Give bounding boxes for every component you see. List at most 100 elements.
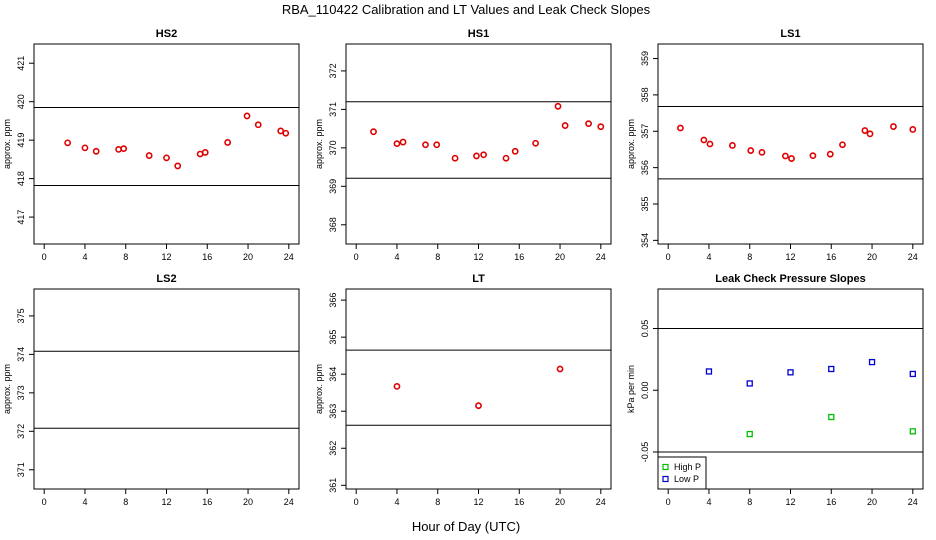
- panel-title: Leak Check Pressure Slopes: [715, 273, 865, 285]
- y-axis-label: kPa per min: [626, 365, 636, 413]
- x-tick-label: 4: [706, 497, 711, 507]
- x-tick-label: 0: [666, 497, 671, 507]
- x-tick-label: 12: [473, 497, 483, 507]
- panel-lt: LT approx. ppm 0 4 8 12 16 20 24 361 362 363 364 365 3…: [314, 273, 612, 507]
- x-tick-label: 8: [435, 252, 440, 262]
- panel-title: LS1: [780, 28, 800, 40]
- data-point: [393, 383, 401, 390]
- x-tick-label: 20: [555, 252, 565, 262]
- y-tick-label: 375: [16, 308, 26, 323]
- x-tick-label: 16: [826, 252, 836, 262]
- data-point: [890, 123, 897, 130]
- y-tick-label: 358: [640, 87, 650, 102]
- data-point: [511, 147, 519, 155]
- data-point: [554, 102, 562, 110]
- y-tick-label: 421: [16, 56, 26, 71]
- data-point: [502, 154, 510, 162]
- x-tick-label: 0: [42, 497, 47, 507]
- data-point: [201, 149, 209, 156]
- y-tick-label: 361: [328, 478, 338, 493]
- x-tick-label: 20: [243, 252, 253, 262]
- panel-leak-check-pressure-slopes: Leak Check Pressure Slopes kPa per min 0 4 8…: [626, 273, 924, 507]
- x-tick-label: 20: [867, 497, 877, 507]
- x-tick-label: 8: [435, 497, 440, 507]
- data-point: [909, 370, 916, 378]
- data-point: [81, 144, 89, 152]
- panel-title: LS2: [156, 273, 176, 285]
- series-high-p: [746, 413, 916, 438]
- series-series-1: [677, 123, 917, 162]
- x-tick-label: 8: [123, 252, 128, 262]
- data-point: [399, 138, 407, 146]
- data-point: [282, 129, 290, 137]
- y-tick-label: 0.05: [640, 320, 650, 338]
- x-tick-label: 24: [596, 497, 606, 507]
- series-series-1: [64, 112, 290, 170]
- series-low-p: [705, 358, 916, 387]
- plot-frame: [657, 43, 924, 245]
- data-point: [370, 128, 377, 136]
- x-axis-label: Hour of Day (UTC): [412, 519, 520, 534]
- x-tick-label: 12: [473, 252, 483, 262]
- legend-label-high-p: High P: [674, 462, 701, 472]
- data-point: [809, 152, 817, 160]
- data-point: [433, 141, 441, 149]
- x-tick-label: 24: [284, 252, 294, 262]
- data-point: [163, 154, 170, 162]
- data-point: [729, 142, 736, 149]
- x-tick-label: 4: [82, 252, 87, 262]
- y-tick-label: 420: [16, 94, 26, 109]
- data-point: [782, 152, 789, 160]
- x-tick-label: 24: [908, 497, 918, 507]
- x-tick-label: 24: [596, 252, 606, 262]
- data-point: [839, 141, 846, 149]
- data-point: [700, 136, 708, 144]
- y-tick-label: 0.00: [640, 381, 650, 399]
- data-point: [677, 124, 684, 132]
- data-point: [868, 358, 876, 366]
- data-point: [556, 365, 564, 373]
- y-axis-label: approx. ppm: [2, 364, 12, 414]
- legend-label-low-p: Low P: [674, 474, 699, 484]
- x-tick-label: 12: [785, 497, 795, 507]
- y-tick-label: 373: [16, 385, 26, 400]
- data-point: [705, 368, 713, 375]
- data-point: [120, 145, 128, 153]
- data-point: [747, 147, 755, 154]
- panel-ls2: LS2 approx. ppm 0 4 8 12 16 20 24 371 372 373 374 375: [2, 273, 300, 507]
- y-tick-label: 372: [16, 424, 26, 439]
- legend-swatch-high-p: [662, 463, 669, 471]
- y-tick-label: 371: [328, 102, 338, 117]
- data-point: [909, 126, 917, 133]
- data-point: [475, 402, 482, 410]
- y-tick-label: 371: [16, 462, 26, 477]
- legend-box: [657, 456, 707, 490]
- x-tick-label: 4: [82, 497, 87, 507]
- y-tick-label: 418: [16, 171, 26, 186]
- data-point: [746, 380, 753, 387]
- series-series-1: [393, 365, 564, 410]
- x-tick-label: 0: [354, 497, 359, 507]
- x-tick-label: 20: [555, 497, 565, 507]
- x-tick-label: 0: [42, 252, 47, 262]
- y-tick-label: 366: [328, 293, 338, 308]
- x-tick-label: 8: [747, 497, 752, 507]
- x-tick-label: 12: [161, 252, 171, 262]
- y-tick-label: 365: [328, 330, 338, 345]
- x-tick-label: 8: [123, 497, 128, 507]
- y-tick-label: 417: [16, 210, 26, 225]
- data-point: [828, 365, 835, 373]
- data-point: [585, 120, 592, 128]
- figure-title: RBA_110422 Calibration and LT Values and…: [282, 2, 651, 17]
- data-point: [706, 140, 714, 148]
- x-tick-label: 16: [202, 252, 212, 262]
- x-tick-label: 16: [826, 497, 836, 507]
- x-tick-label: 8: [747, 252, 752, 262]
- panel-ls1: LS1 approx. ppm 0 4 8 12 16 20 24 354 355 356 357 358…: [626, 28, 924, 262]
- data-point: [826, 150, 834, 158]
- data-point: [909, 428, 916, 435]
- data-point: [532, 139, 539, 147]
- data-point: [174, 162, 182, 170]
- data-point: [224, 139, 232, 146]
